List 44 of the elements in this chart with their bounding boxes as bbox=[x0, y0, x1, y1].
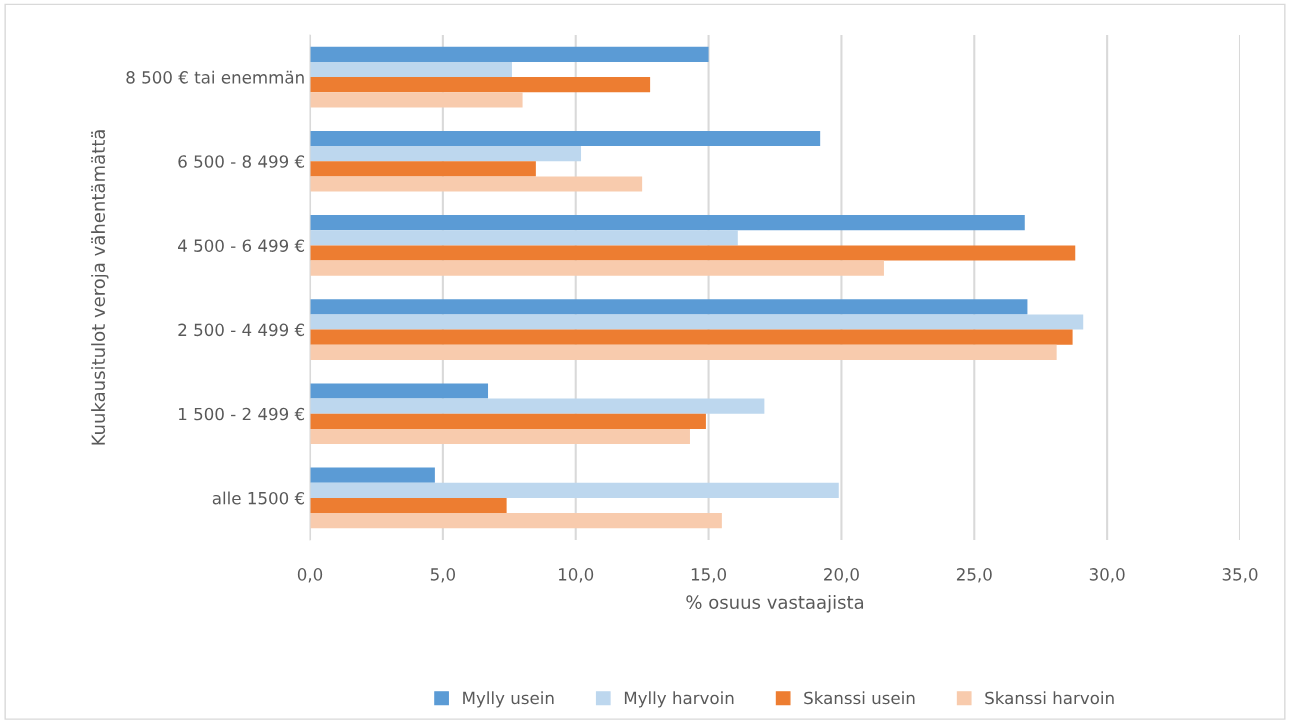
bar bbox=[310, 383, 489, 399]
x-tick-label: 10,0 bbox=[558, 568, 594, 583]
legend-label: Skanssi harvoin bbox=[985, 691, 1114, 705]
bar bbox=[310, 344, 1057, 360]
y-tick-label: 6 500 - 8 499 € bbox=[178, 155, 305, 168]
bar bbox=[310, 230, 738, 246]
bar bbox=[310, 146, 582, 162]
bar bbox=[310, 92, 523, 108]
bar bbox=[310, 299, 1028, 315]
legend-label: Mylly usein bbox=[463, 691, 554, 708]
y-tick-label: 2 500 - 4 499 € bbox=[178, 323, 305, 337]
bar bbox=[310, 428, 690, 445]
bar bbox=[310, 513, 722, 529]
bar bbox=[310, 260, 884, 276]
bar bbox=[310, 314, 1084, 330]
bar bbox=[310, 61, 512, 78]
x-tick-label: 5,0 bbox=[430, 568, 455, 583]
y-tick-label: 4 500 - 6 499 € bbox=[178, 239, 305, 252]
bar bbox=[310, 467, 435, 483]
x-tick-label: 0,0 bbox=[297, 568, 323, 583]
bar bbox=[310, 398, 765, 414]
y-tick-label: 1 500 - 2 499 € bbox=[179, 407, 305, 421]
x-tick-label: 25,0 bbox=[956, 568, 992, 583]
bar bbox=[310, 46, 709, 62]
bar bbox=[310, 130, 821, 147]
x-tick-label: 20,0 bbox=[824, 568, 859, 583]
x-axis-title: % osuus vastaajista bbox=[686, 595, 864, 613]
bar bbox=[310, 161, 536, 177]
bar bbox=[310, 176, 643, 192]
y-tick-label: 8 500 € tai enemmän bbox=[126, 70, 304, 84]
x-tick-label: 35,0 bbox=[1222, 568, 1258, 583]
bar bbox=[310, 329, 1073, 345]
bar bbox=[310, 245, 1076, 261]
legend-label: Mylly harvoin bbox=[624, 691, 734, 708]
y-tick-label: alle 1500 € bbox=[212, 491, 305, 505]
legend-label: Skanssi usein bbox=[804, 691, 915, 705]
bar bbox=[310, 413, 706, 429]
bar bbox=[310, 215, 1025, 231]
bar bbox=[310, 77, 651, 93]
bar bbox=[310, 482, 839, 498]
bar bbox=[310, 497, 507, 514]
x-tick-label: 15,0 bbox=[691, 568, 727, 583]
x-tick-label: 30,0 bbox=[1089, 568, 1125, 583]
y-axis-title: Kuukausitulot veroja vähentämättä bbox=[91, 130, 109, 445]
